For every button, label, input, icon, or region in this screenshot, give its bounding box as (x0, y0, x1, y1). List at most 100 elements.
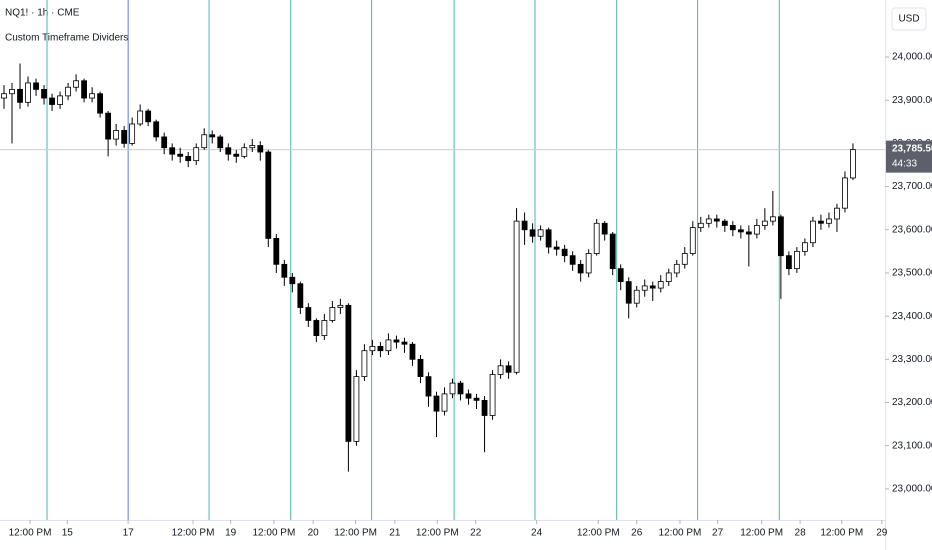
candle-body (529, 229, 536, 237)
candle-body (721, 220, 728, 226)
candle-body (785, 255, 792, 270)
candle-body (49, 97, 55, 105)
candle-body (321, 320, 328, 336)
candle-body (81, 80, 87, 99)
x-tick-label: 15 (62, 528, 74, 539)
candle-body (553, 246, 560, 250)
candle-body (425, 376, 432, 397)
candle-body (513, 220, 520, 373)
candle-body (145, 110, 152, 123)
candle-body (842, 177, 848, 209)
candle-body (289, 276, 296, 285)
y-tick-label: 24,000.00 (892, 52, 932, 63)
candle-body (617, 268, 624, 282)
candle-body (305, 307, 312, 321)
candle-body (609, 233, 616, 270)
y-tick-label: 23,600.00 (892, 224, 932, 235)
candle-body (585, 253, 592, 274)
candle-body (649, 285, 656, 289)
candle-body (1, 93, 7, 99)
candle-body (401, 341, 408, 345)
candle-body (225, 147, 232, 155)
candle-body (489, 374, 496, 416)
candle-body (265, 151, 272, 239)
candle-body (25, 82, 31, 103)
y-tick-label: 23,400.00 (892, 311, 932, 322)
x-tick-label: 22 (470, 528, 482, 539)
candle-body (345, 304, 352, 442)
candle-body (569, 255, 576, 265)
candle-body (281, 263, 288, 278)
candle-body (369, 345, 376, 352)
x-tick-label: 12:00 PM (820, 528, 863, 539)
x-tick-label: 21 (389, 528, 401, 539)
candle-body (457, 382, 464, 395)
candle-body (745, 231, 752, 235)
candle-body (113, 130, 120, 140)
candle-body (337, 304, 344, 308)
candle-body (169, 147, 176, 155)
x-tick-label: 17 (123, 528, 135, 539)
y-tick-label: 23,300.00 (892, 354, 932, 365)
x-tick-label: 12:00 PM (416, 528, 459, 539)
candle-body (129, 123, 136, 144)
x-tick-label: 12:00 PM (659, 528, 702, 539)
currency-button[interactable] (891, 7, 927, 31)
candle-body (441, 393, 448, 412)
candle-body (802, 242, 808, 252)
x-tick-label: 12:00 PM (253, 528, 296, 539)
candle-body (577, 263, 584, 274)
x-tick-label: 12:00 PM (740, 528, 783, 539)
y-tick-label: 23,200.00 (892, 397, 932, 408)
x-tick-label: 26 (631, 528, 643, 539)
candle-body (241, 147, 248, 157)
candle-body (473, 397, 480, 401)
candle-body (681, 253, 688, 265)
candle-body (73, 80, 79, 88)
candle-body (385, 339, 392, 352)
candle-body (353, 376, 360, 442)
candle-body (17, 89, 23, 103)
candle-body (834, 207, 840, 220)
candle-body (705, 218, 712, 224)
candle-body (673, 263, 680, 274)
candle-body (329, 307, 336, 321)
y-tick-label: 23,500.00 (892, 268, 932, 279)
x-tick-label: 12:00 PM (577, 528, 620, 539)
y-tick-label: 23,100.00 (892, 440, 932, 451)
candle-body (433, 395, 440, 412)
candle-body (377, 345, 384, 352)
x-tick-label: 12:00 PM (334, 528, 377, 539)
candle-body (273, 238, 280, 265)
indicator-name: Custom Timeframe Dividers (5, 33, 128, 44)
candle-body (769, 216, 776, 222)
candle-body (161, 136, 168, 149)
candle-body (97, 93, 104, 114)
candle-body (818, 220, 824, 224)
candle-body (537, 229, 544, 237)
candle-body (217, 136, 224, 149)
candle-body (65, 86, 71, 97)
candle-body (689, 227, 696, 254)
candle-body (201, 134, 208, 149)
x-tick-label: 20 (308, 528, 320, 539)
candle-body (33, 82, 39, 90)
candle-body (521, 220, 528, 231)
candle-body (105, 112, 112, 140)
x-tick-label: 24 (531, 528, 543, 539)
candle-body (810, 220, 816, 244)
last-price-tag (886, 140, 932, 173)
x-tick-label: 12:00 PM (9, 528, 52, 539)
candle-body (177, 153, 184, 157)
candle-body (697, 222, 704, 229)
x-tick-label: 29 (876, 528, 888, 539)
y-tick-label: 23,900.00 (892, 95, 932, 106)
candle-body (361, 350, 368, 378)
candle-body (657, 281, 664, 289)
candle-body (593, 222, 600, 254)
candle-body (417, 358, 424, 378)
currency[interactable]: USD (898, 14, 919, 25)
candle-body (481, 399, 488, 416)
